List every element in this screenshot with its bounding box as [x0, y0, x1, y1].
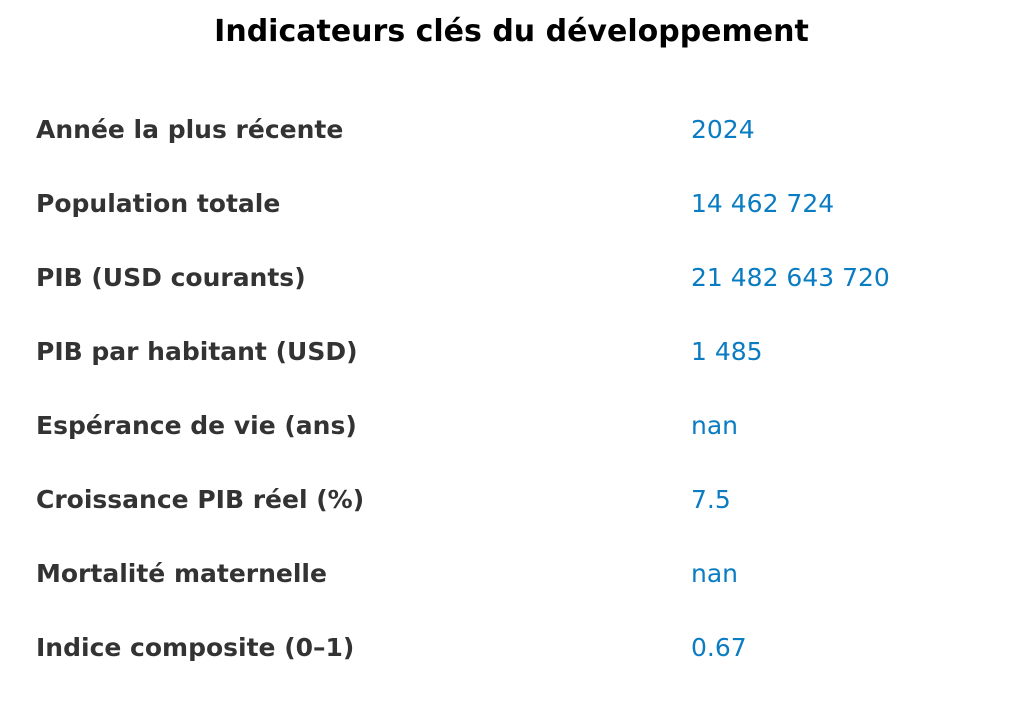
row-label: PIB (USD courants): [36, 263, 306, 292]
row-value: 1 485: [691, 337, 763, 366]
table-row: Croissance PIB réel (%) 7.5: [0, 464, 1023, 538]
row-value: 14 462 724: [691, 189, 835, 218]
row-label: Population totale: [36, 189, 281, 218]
row-label: Année la plus récente: [36, 115, 344, 144]
row-value: nan: [691, 411, 739, 440]
table-row: Mortalité maternelle nan: [0, 538, 1023, 612]
table-row: PIB par habitant (USD) 1 485: [0, 316, 1023, 390]
table-row: Espérance de vie (ans) nan: [0, 390, 1023, 464]
row-label: Espérance de vie (ans): [36, 411, 357, 440]
row-label: Mortalité maternelle: [36, 559, 327, 588]
row-value: 0.67: [691, 633, 747, 662]
row-label: Indice composite (0–1): [36, 633, 355, 662]
table-row: Année la plus récente 2024: [0, 94, 1023, 168]
row-value: 7.5: [691, 485, 731, 514]
chart-title: Indicateurs clés du développement: [214, 14, 809, 49]
row-value: 2024: [691, 115, 755, 144]
row-label: Croissance PIB réel (%): [36, 485, 365, 514]
table-row: Indice composite (0–1) 0.67: [0, 612, 1023, 686]
table-row: Population totale 14 462 724: [0, 168, 1023, 242]
indicator-table: Année la plus récente 2024 Population to…: [0, 94, 1023, 686]
row-value: nan: [691, 559, 739, 588]
row-value: 21 482 643 720: [691, 263, 890, 292]
row-label: PIB par habitant (USD): [36, 337, 358, 366]
table-row: PIB (USD courants) 21 482 643 720: [0, 242, 1023, 316]
